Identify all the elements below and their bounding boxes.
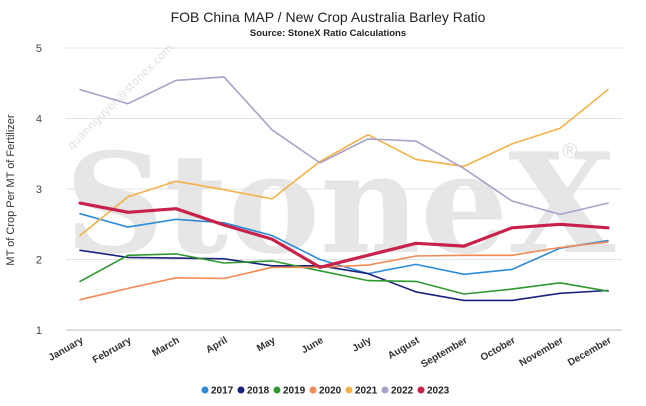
x-tick-label: September <box>419 335 469 370</box>
y-tick-label: 3 <box>36 184 42 196</box>
legend-item-2017: 2017 <box>201 386 234 397</box>
x-tick-label: November <box>518 335 566 369</box>
legend-item-2021: 2021 <box>345 386 378 397</box>
y-tick-label: 5 <box>36 43 42 55</box>
x-tick-label: June <box>300 335 326 356</box>
legend-swatch <box>273 386 281 394</box>
x-tick-label: January <box>47 335 86 364</box>
x-tick-label: July <box>351 335 374 355</box>
x-tick-label: February <box>91 335 134 366</box>
legend-label: 2023 <box>427 386 450 397</box>
y-axis-label: MT of Crop Per MT of Fertilizer <box>5 114 17 266</box>
series-2020-line <box>79 241 609 301</box>
x-tick-label: March <box>150 335 181 359</box>
chart-subtitle: Source: StoneX Ratio Calculations <box>250 28 406 39</box>
legend-label: 2020 <box>319 386 342 397</box>
watermark-registered-mark: ® <box>560 139 580 163</box>
legend-item-2019: 2019 <box>273 386 306 397</box>
legend-label: 2021 <box>355 386 378 397</box>
legend-item-2022: 2022 <box>381 386 414 397</box>
legend-item-2023: 2023 <box>417 386 450 397</box>
x-tick-label: August <box>386 335 422 362</box>
series-2018-line <box>79 249 609 302</box>
legend-swatch <box>309 386 317 394</box>
y-tick-label: 4 <box>36 114 42 126</box>
gridlines <box>66 47 622 331</box>
series-2023-line <box>78 201 610 269</box>
legend-label: 2022 <box>391 386 414 397</box>
legend: 2017 2018 2019 2020 2021 2022 2023 <box>201 386 450 397</box>
series-2021-line <box>79 88 609 237</box>
legend-swatch <box>417 386 425 394</box>
series-2022-line <box>79 76 609 216</box>
legend-label: 2018 <box>247 386 270 397</box>
x-tick-label: December <box>566 335 613 369</box>
y-tick-label: 2 <box>36 255 42 267</box>
x-tick-label: October <box>479 335 518 364</box>
legend-label: 2017 <box>211 386 234 397</box>
legend-swatch <box>345 386 353 394</box>
legend-swatch <box>381 386 389 394</box>
legend-label: 2019 <box>283 386 306 397</box>
series-lines <box>78 76 610 302</box>
x-tick-label: May <box>255 335 278 354</box>
x-axis: January February March April May June July Augu… <box>47 329 622 370</box>
y-axis: 1 2 3 4 5 <box>36 43 42 337</box>
series-2019-line <box>79 253 609 295</box>
watermark: StoneX ® quannguyen@stonex.com <box>65 41 616 285</box>
legend-item-2020: 2020 <box>309 386 342 397</box>
chart-title: FOB China MAP / New Crop Australia Barle… <box>171 9 486 25</box>
legend-item-2018: 2018 <box>237 386 270 397</box>
legend-swatch <box>201 386 209 394</box>
legend-swatch <box>237 386 245 394</box>
y-tick-label: 1 <box>36 325 42 337</box>
x-tick-label: April <box>204 335 229 356</box>
